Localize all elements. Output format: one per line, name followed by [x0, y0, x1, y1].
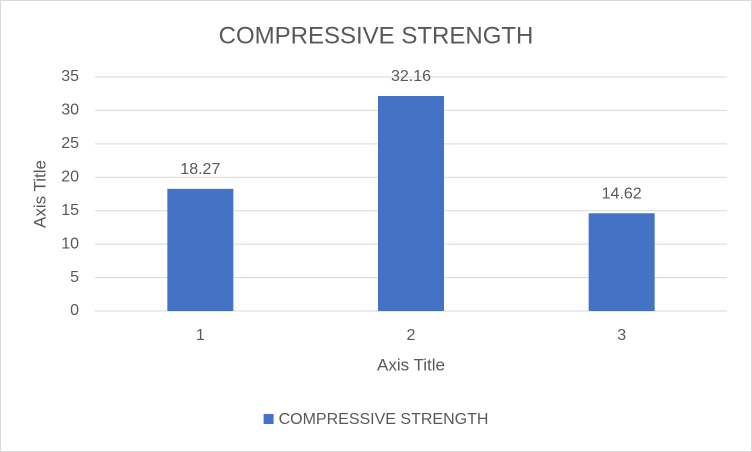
y-tick-label: 15	[61, 202, 79, 219]
x-tick-label: 2	[407, 327, 416, 344]
x-tick-label: 1	[196, 327, 205, 344]
bar	[167, 188, 234, 311]
bar	[588, 213, 655, 311]
y-tick-label: 35	[61, 68, 79, 85]
x-tick-label: 3	[617, 327, 626, 344]
y-tick-label: 25	[61, 135, 79, 152]
legend-label: COMPRESSIVE STRENGTH	[279, 411, 489, 428]
bar	[378, 95, 444, 311]
y-tick-label: 10	[61, 235, 79, 252]
y-tick-label: 20	[61, 169, 79, 186]
y-axis-title: Axis Title	[30, 160, 49, 228]
y-tick-label: 0	[70, 302, 79, 319]
data-label: 14.62	[602, 185, 642, 202]
chart-title: COMPRESSIVE STRENGTH	[219, 22, 534, 49]
data-label: 32.16	[391, 68, 431, 85]
data-label: 18.27	[180, 161, 220, 178]
legend-swatch	[263, 414, 274, 424]
y-tick-label: 30	[61, 102, 79, 119]
x-axis-title: Axis Title	[377, 355, 445, 374]
y-tick-label: 5	[70, 269, 79, 286]
